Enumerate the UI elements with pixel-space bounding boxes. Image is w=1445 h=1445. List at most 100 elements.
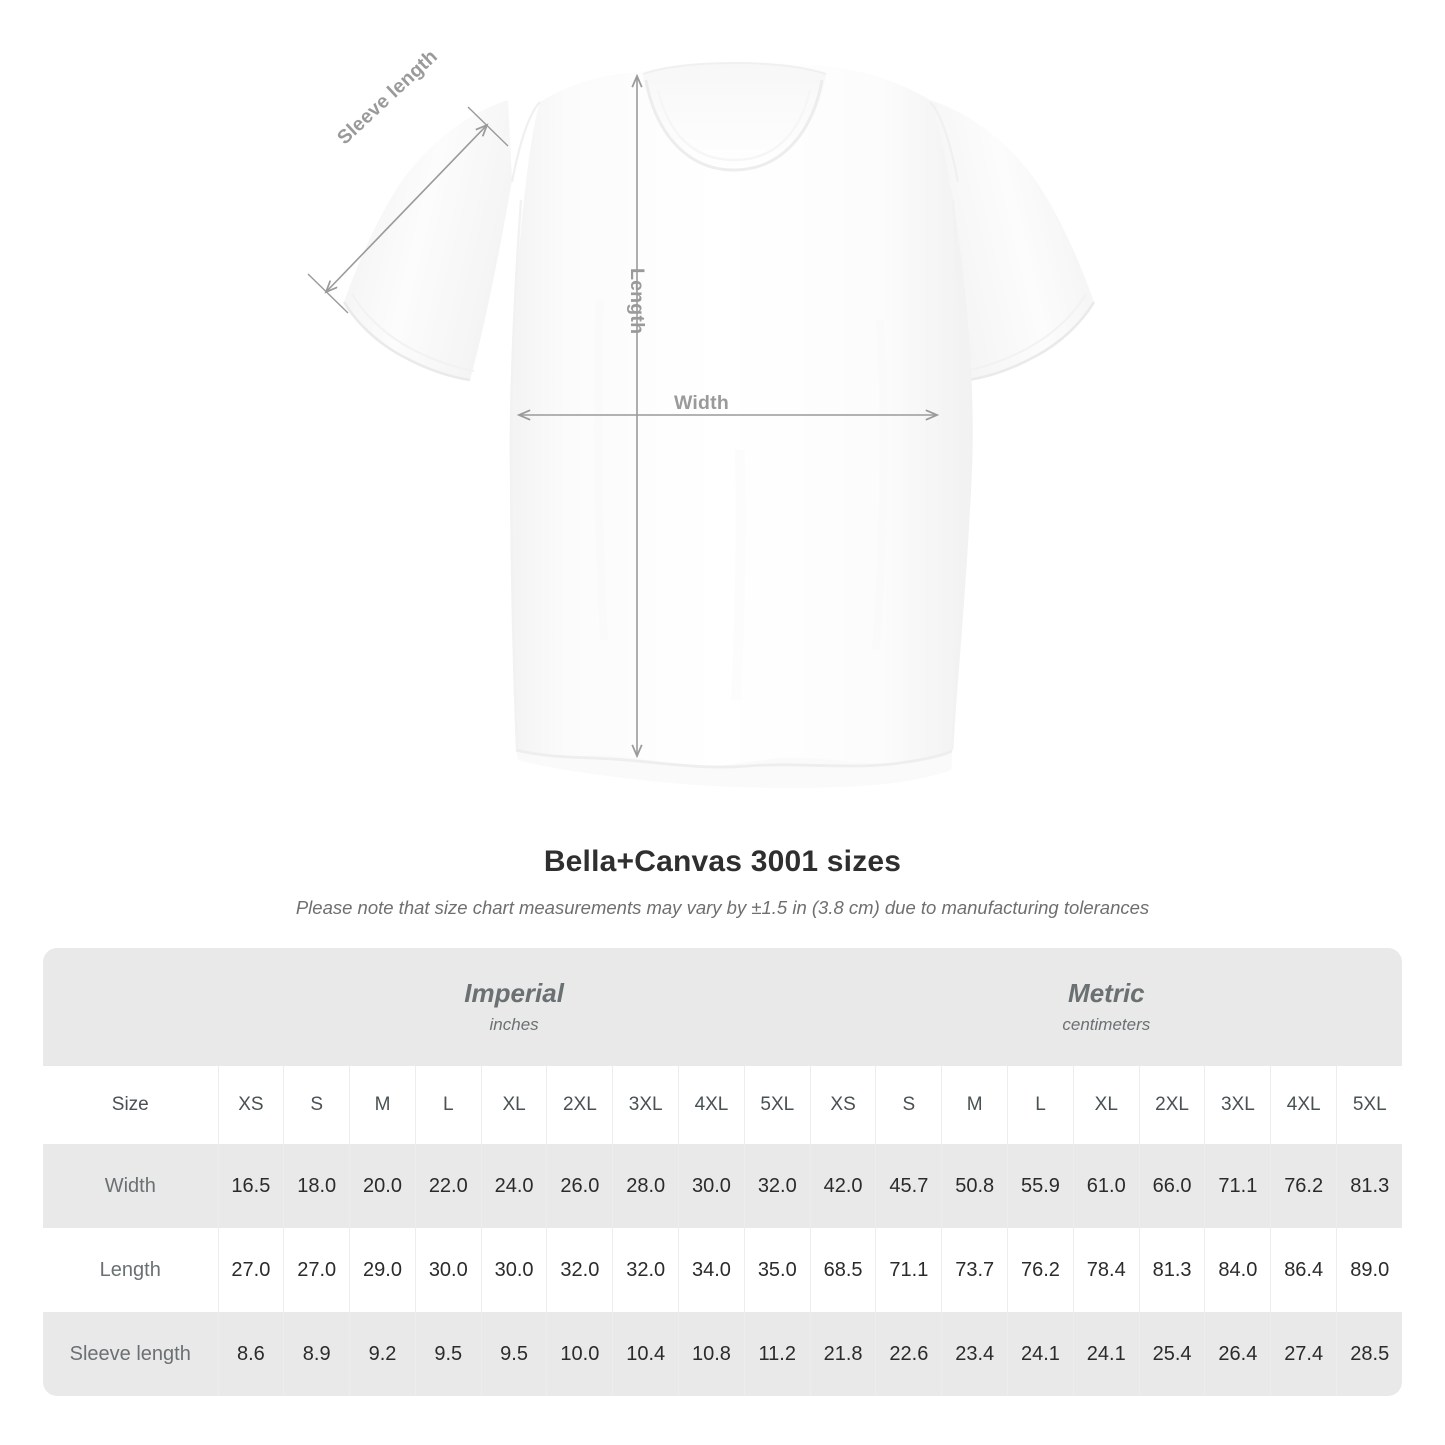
cell-width-metric-3xl: 71.1 [1204,1144,1271,1228]
cell-width-imperial-s: 18.0 [283,1144,350,1228]
cell-sleeve-metric-4xl: 27.4 [1270,1312,1337,1396]
imperial-name: Imperial [464,977,564,1008]
cell-length-metric-m: 73.7 [941,1228,1008,1312]
cell-sleeve-metric-5xl: 28.5 [1336,1312,1403,1396]
left-sleeve-hem [342,301,471,382]
fabric-fold-right [872,319,888,651]
size-col-imperial-xs: XS [217,1066,284,1144]
cell-length-imperial-3xl: 32.0 [612,1228,679,1312]
cell-width-metric-xs: 42.0 [809,1144,876,1228]
size-col-imperial-m: M [349,1066,416,1144]
cell-sleeve-metric-s: 22.6 [875,1312,942,1396]
cell-sleeve-imperial-l: 9.5 [414,1312,482,1396]
sleeve-tick-top [467,106,509,147]
cell-length-metric-4xl: 86.4 [1270,1228,1337,1312]
cell-width-imperial-xl: 24.0 [480,1144,547,1228]
collar-ribbing [644,79,824,172]
metric-name: Metric [1068,977,1145,1008]
size-col-metric-m: M [941,1066,1008,1144]
cell-sleeve-imperial-3xl: 10.4 [612,1312,679,1396]
size-col-imperial-xl: XL [480,1066,547,1144]
fabric-fold-center [731,449,746,701]
right-side-seam [950,199,966,751]
cell-width-imperial-3xl: 28.0 [612,1144,679,1228]
imperial-unit: inches [489,1015,539,1035]
cell-sleeve-imperial-xl: 9.5 [480,1312,547,1396]
unit-banner-row: Imperial inches Metric centimeters [43,948,1403,1066]
right-sleeve-hem [967,301,1096,382]
size-col-metric-xs: XS [809,1066,876,1144]
size-col-imperial-s: S [283,1066,350,1144]
table-row: Length 27.0 27.0 29.0 30.0 30.0 32.0 32.… [43,1228,1403,1312]
cell-width-imperial-m: 20.0 [349,1144,416,1228]
sleeve-tick-bottom [307,273,349,314]
size-header-row: Size XS S M L XL 2XL 3XL 4XL 5XL XS S M … [43,1066,1403,1144]
hem-stitch [515,748,953,769]
size-chart-table: Imperial inches Metric centimeters Size … [43,948,1403,1396]
fabric-fold-left [593,299,608,641]
cell-width-imperial-xs: 16.5 [217,1144,284,1228]
size-col-imperial-4xl: 4XL [678,1066,745,1144]
row-label-length: Length [43,1228,218,1312]
cell-length-metric-s: 71.1 [875,1228,942,1312]
cell-sleeve-imperial-xs: 8.6 [217,1312,284,1396]
cell-width-metric-s: 45.7 [875,1144,942,1228]
cell-length-imperial-xs: 27.0 [217,1228,284,1312]
cell-length-imperial-m: 29.0 [349,1228,416,1312]
cell-width-imperial-l: 22.0 [414,1144,482,1228]
cell-sleeve-metric-3xl: 26.4 [1204,1312,1271,1396]
cell-width-imperial-2xl: 26.0 [546,1144,613,1228]
size-header-label: Size [43,1066,218,1144]
size-col-metric-s: S [875,1066,942,1144]
cell-sleeve-imperial-4xl: 10.8 [678,1312,745,1396]
cell-sleeve-metric-l: 24.1 [1007,1312,1074,1396]
cell-length-imperial-2xl: 32.0 [546,1228,613,1312]
size-col-metric-4xl: 4XL [1270,1066,1337,1144]
unit-banner-spacer [43,948,218,1066]
right-sleeve-hem-inner [963,293,1087,372]
metric-unit: centimeters [1062,1015,1151,1035]
width-label: Width [674,392,729,414]
cell-sleeve-metric-xs: 21.8 [809,1312,876,1396]
cell-length-imperial-5xl: 35.0 [743,1228,811,1312]
size-col-imperial-3xl: 3XL [612,1066,679,1144]
cell-width-imperial-5xl: 32.0 [743,1144,811,1228]
cell-length-imperial-l: 30.0 [414,1228,482,1312]
left-shoulder-seam [510,101,541,183]
size-col-metric-l: L [1007,1066,1074,1144]
title-block: Bella+Canvas 3001 sizes Please note that… [0,845,1445,919]
cell-sleeve-metric-2xl: 25.4 [1138,1312,1205,1396]
unit-group-imperial: Imperial inches [218,948,811,1066]
left-sleeve-hem-inner [351,293,475,372]
cell-sleeve-imperial-5xl: 11.2 [743,1312,811,1396]
cell-sleeve-metric-xl: 24.1 [1072,1312,1140,1396]
right-shoulder-seam [929,101,960,183]
cell-length-metric-3xl: 84.0 [1204,1228,1271,1312]
cell-sleeve-imperial-2xl: 10.0 [546,1312,613,1396]
left-sleeve [344,100,512,380]
size-col-imperial-2xl: 2XL [546,1066,613,1144]
cell-sleeve-metric-m: 23.4 [941,1312,1008,1396]
cell-length-imperial-s: 27.0 [283,1228,350,1312]
size-col-metric-5xl: 5XL [1336,1066,1403,1144]
left-side-seam [509,199,523,749]
cell-length-imperial-4xl: 34.0 [678,1228,745,1312]
collar-top-edge [642,61,827,75]
cell-length-imperial-xl: 30.0 [480,1228,547,1312]
table-row: Width 16.5 18.0 20.0 22.0 24.0 26.0 28.0… [43,1144,1403,1228]
cell-width-metric-2xl: 66.0 [1138,1144,1205,1228]
tshirt-diagram: Sleeve length Length Width [307,45,1096,776]
size-col-metric-xl: XL [1072,1066,1140,1144]
collar-inner [656,89,812,162]
cell-length-metric-5xl: 89.0 [1336,1228,1403,1312]
tshirt-illustration [307,61,1096,776]
row-label-sleeve-length: Sleeve length [43,1312,218,1396]
sleeve-length-measure-arrow [326,125,487,292]
size-col-imperial-l: L [414,1066,482,1144]
cell-sleeve-imperial-s: 8.9 [283,1312,350,1396]
page-title: Bella+Canvas 3001 sizes [543,845,902,878]
cell-length-metric-xl: 78.4 [1072,1228,1140,1312]
size-col-imperial-5xl: 5XL [743,1066,811,1144]
cell-width-metric-m: 50.8 [941,1144,1008,1228]
cell-width-imperial-4xl: 30.0 [678,1144,745,1228]
